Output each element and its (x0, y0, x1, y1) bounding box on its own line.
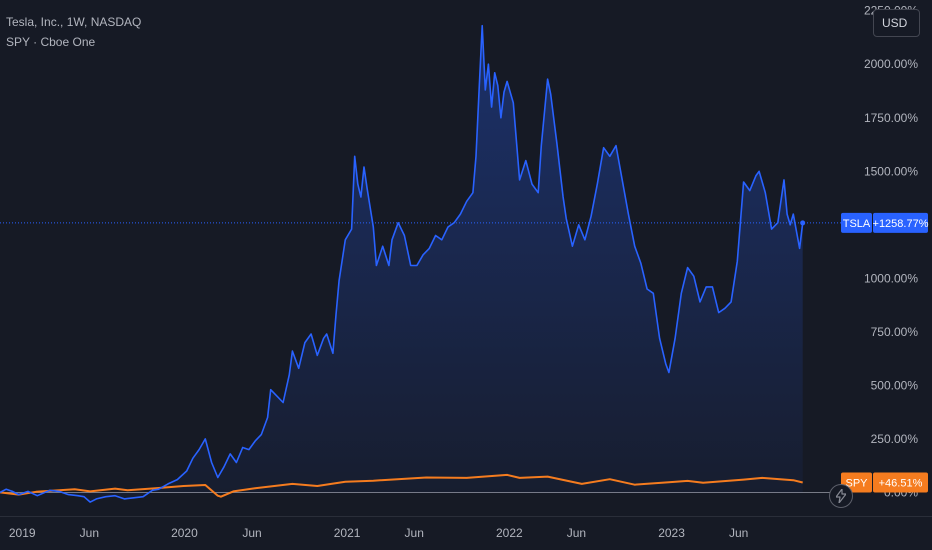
time-axis[interactable]: 2019 Jun 2020 Jun 2021 Jun 2022 Jun 2023 Jun (9, 526, 748, 540)
price-tick-label: 1500.00% (864, 164, 918, 178)
time-tick-label: 2021 (334, 526, 361, 540)
price-tick-label: 500.00% (871, 378, 919, 392)
tsla-last-point (800, 220, 806, 226)
spy-line (0, 473, 803, 498)
time-tick-label: 2020 (171, 526, 198, 540)
currency-selector[interactable]: USD (873, 9, 920, 37)
tsla-name-tag (841, 212, 872, 233)
price-tick-label: 1750.00% (864, 111, 918, 125)
spy-value-label: +46.51% (879, 477, 923, 489)
spy-name-label: SPY (845, 477, 868, 489)
price-tick-label: 750.00% (871, 325, 919, 339)
chart-legend: Tesla, Inc., 1W, NASDAQ SPY · Cboe One (6, 12, 141, 52)
tsla-value-label: +1258.77% (873, 218, 929, 230)
price-axis[interactable]: 2250.00%2000.00%1750.00%1500.00%1000.00%… (841, 4, 929, 500)
price-tick-label: 1000.00% (864, 271, 918, 285)
tsla-value-tag (873, 212, 928, 233)
tsla-price-badge: TSLA +1258.77% (841, 212, 929, 233)
price-tick-label: 2000.00% (864, 57, 918, 71)
tsla-area (0, 25, 803, 503)
spy-price-badge: SPY +46.51% (841, 472, 928, 493)
price-tick-label: 250.00% (871, 432, 919, 446)
time-tick-label: Jun (80, 526, 99, 540)
time-tick-label: Jun (405, 526, 424, 540)
lightning-icon[interactable] (829, 484, 853, 508)
time-tick-label: Jun (567, 526, 586, 540)
symbol-title[interactable]: Tesla, Inc., 1W, NASDAQ (6, 15, 142, 29)
time-tick-label: Jun (242, 526, 261, 540)
time-tick-label: 2023 (658, 526, 685, 540)
series-layer (0, 24, 846, 503)
time-tick-label: 2019 (9, 526, 36, 540)
tsla-line (0, 24, 804, 503)
time-tick-label: 2022 (496, 526, 523, 540)
tsla-name-label: TSLA (843, 218, 871, 230)
time-tick-label: Jun (729, 526, 748, 540)
lightning-glyph (836, 489, 846, 503)
compare-symbol-label[interactable]: SPY · Cboe One (6, 35, 96, 49)
spy-value-tag (873, 472, 928, 493)
